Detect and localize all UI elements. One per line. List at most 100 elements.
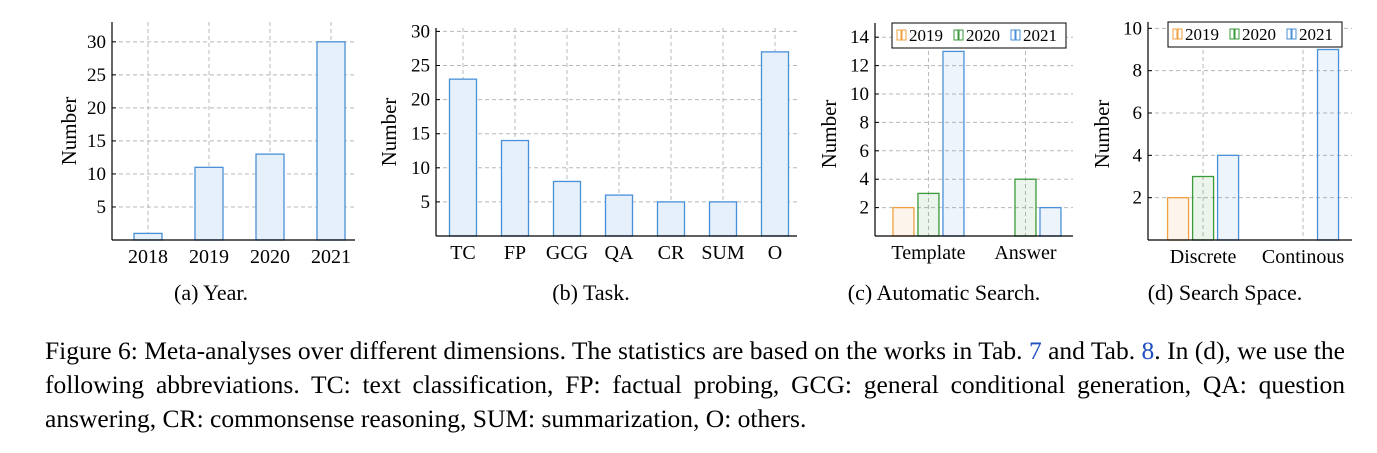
y-tick-label: 25 — [411, 56, 430, 77]
legend-swatch-2019 — [901, 29, 907, 41]
legend-d: 2019 2020 2021 — [1167, 21, 1343, 48]
bar-b-GCG — [552, 180, 582, 237]
table-ref-7[interactable]: 7 — [1028, 336, 1042, 365]
y-tick-label: 8 — [860, 112, 870, 133]
y-tick-label: 8 — [1133, 61, 1143, 82]
legend-label-2021: 2021 — [1023, 26, 1057, 45]
x-tick-label: GCG — [546, 242, 588, 264]
bar-c-Template-2020 — [917, 192, 940, 237]
legend-swatch-2019 — [1177, 28, 1183, 40]
legend-label-2020: 2020 — [966, 26, 1000, 45]
bar-c-Template-2019 — [892, 206, 915, 237]
x-tick-label: 2020 — [250, 246, 290, 268]
chart-title-a: (a) Year. — [174, 280, 248, 305]
bar-d-Discrete-2021 — [1216, 154, 1240, 241]
x-tick-label: FP — [504, 242, 526, 264]
chart-b: 5 10 15 20 25 30 TC FP GCG QA CR SUM O Number (b) Task… — [377, 21, 797, 305]
y-tick-label: 10 — [411, 158, 430, 179]
legend-label-2020: 2020 — [1242, 25, 1276, 44]
x-tick-label: O — [768, 242, 782, 264]
y-tick-label: 30 — [411, 21, 430, 42]
bar-d-Discrete-2019 — [1166, 197, 1190, 241]
legend-swatch-2019 — [896, 29, 902, 41]
chart-title-b: (b) Task. — [552, 280, 629, 305]
legend-swatch-2021 — [1286, 28, 1292, 40]
x-tick-label: Continous — [1262, 246, 1344, 268]
y-tick-label: 4 — [860, 169, 870, 190]
y-tick-label: 4 — [1133, 145, 1143, 166]
bar-b-CR — [656, 201, 686, 237]
legend-box — [891, 22, 1067, 49]
bar-b-FP — [500, 139, 530, 237]
x-tick-label: 2021 — [311, 246, 351, 268]
legend-swatch-2021 — [1015, 29, 1021, 41]
chart-d: 2 4 6 8 10 2019 2020 2021 Discrete Continous Numbe… — [1090, 18, 1352, 305]
y-tick-label: 20 — [411, 90, 430, 111]
legend-label-2019: 2019 — [909, 26, 943, 45]
legend-swatch-2020 — [953, 29, 959, 41]
y-tick-label: 10 — [1123, 18, 1142, 39]
legend-swatch-2020 — [1229, 28, 1235, 40]
legend-box — [1167, 21, 1343, 48]
x-tick-label: TC — [450, 242, 476, 264]
y-axis-label: Number — [817, 100, 841, 169]
bar-d-Continous-2021 — [1316, 48, 1340, 241]
y-axis-label: Number — [1090, 100, 1114, 169]
x-tick-label: QA — [605, 242, 634, 264]
legend-swatch-2021 — [1291, 28, 1297, 40]
bar-b-SUM — [708, 201, 738, 237]
x-tick-label: SUM — [701, 242, 745, 264]
y-tick-label: 14 — [850, 27, 870, 48]
legend-swatch-2019 — [1172, 28, 1178, 40]
x-tick-label: Answer — [994, 242, 1057, 264]
bar-a-2018 — [133, 232, 163, 241]
x-tick-label: CR — [658, 242, 685, 264]
legend-label-2021: 2021 — [1299, 25, 1333, 44]
y-axis-label: Number — [377, 98, 401, 167]
legend-swatch-2020 — [958, 29, 964, 41]
chart-c: 2 4 6 8 10 12 14 2019 2020 2021 Template Answer Numb… — [817, 22, 1073, 305]
y-tick-label: 30 — [87, 32, 106, 53]
y-tick-label: 12 — [850, 56, 869, 77]
legend-c: 2019 2020 2021 — [891, 22, 1067, 49]
y-tick-label: 5 — [97, 197, 107, 218]
x-tick-label: 2019 — [189, 246, 229, 268]
x-tick-label: Discrete — [1170, 246, 1237, 268]
bar-b-O — [760, 51, 790, 237]
chart-title-c: (c) Automatic Search. — [848, 280, 1040, 305]
legend-swatch-2021 — [1010, 29, 1016, 41]
y-tick-label: 25 — [87, 65, 106, 86]
bar-d-Discrete-2020 — [1191, 175, 1215, 241]
chart-a: 5 10 15 20 25 30 2018 2019 2020 2021 Number (a) Yea… — [57, 22, 355, 305]
y-tick-label: 15 — [411, 124, 430, 145]
caption-text-1: Figure 6: Meta-analyses over different d… — [45, 336, 1029, 365]
y-tick-label: 5 — [421, 192, 431, 213]
bar-c-Answer-2021 — [1039, 206, 1062, 237]
bar-a-2019 — [194, 166, 224, 241]
y-tick-label: 20 — [87, 98, 106, 119]
y-tick-label: 15 — [87, 131, 106, 152]
y-tick-label: 10 — [87, 164, 106, 185]
y-axis-label: Number — [57, 97, 81, 166]
y-tick-label: 6 — [1133, 103, 1143, 124]
y-tick-label: 10 — [850, 84, 869, 105]
legend-label-2019: 2019 — [1185, 25, 1219, 44]
bar-c-Template-2021 — [942, 50, 965, 237]
y-tick-label: 2 — [1133, 188, 1143, 209]
table-ref-8[interactable]: 8 — [1141, 336, 1155, 365]
bar-b-TC — [448, 78, 478, 237]
bar-a-2021 — [316, 41, 346, 241]
x-tick-label: Template — [891, 242, 965, 264]
caption-text-3: . In (d), we use the following abbreviat… — [45, 336, 1345, 433]
bar-c-Answer-2020 — [1014, 178, 1037, 237]
legend-swatch-2020 — [1234, 28, 1240, 40]
caption-text-2: and Tab. — [1041, 336, 1142, 365]
x-tick-label: 2018 — [128, 246, 168, 268]
chart-title-d: (d) Search Space. — [1148, 280, 1303, 305]
bar-b-QA — [604, 194, 634, 237]
bar-a-2020 — [255, 153, 285, 241]
y-tick-label: 6 — [860, 141, 870, 162]
y-tick-label: 2 — [860, 198, 870, 219]
figure-caption: Figure 6: Meta-analyses over different d… — [45, 334, 1345, 436]
